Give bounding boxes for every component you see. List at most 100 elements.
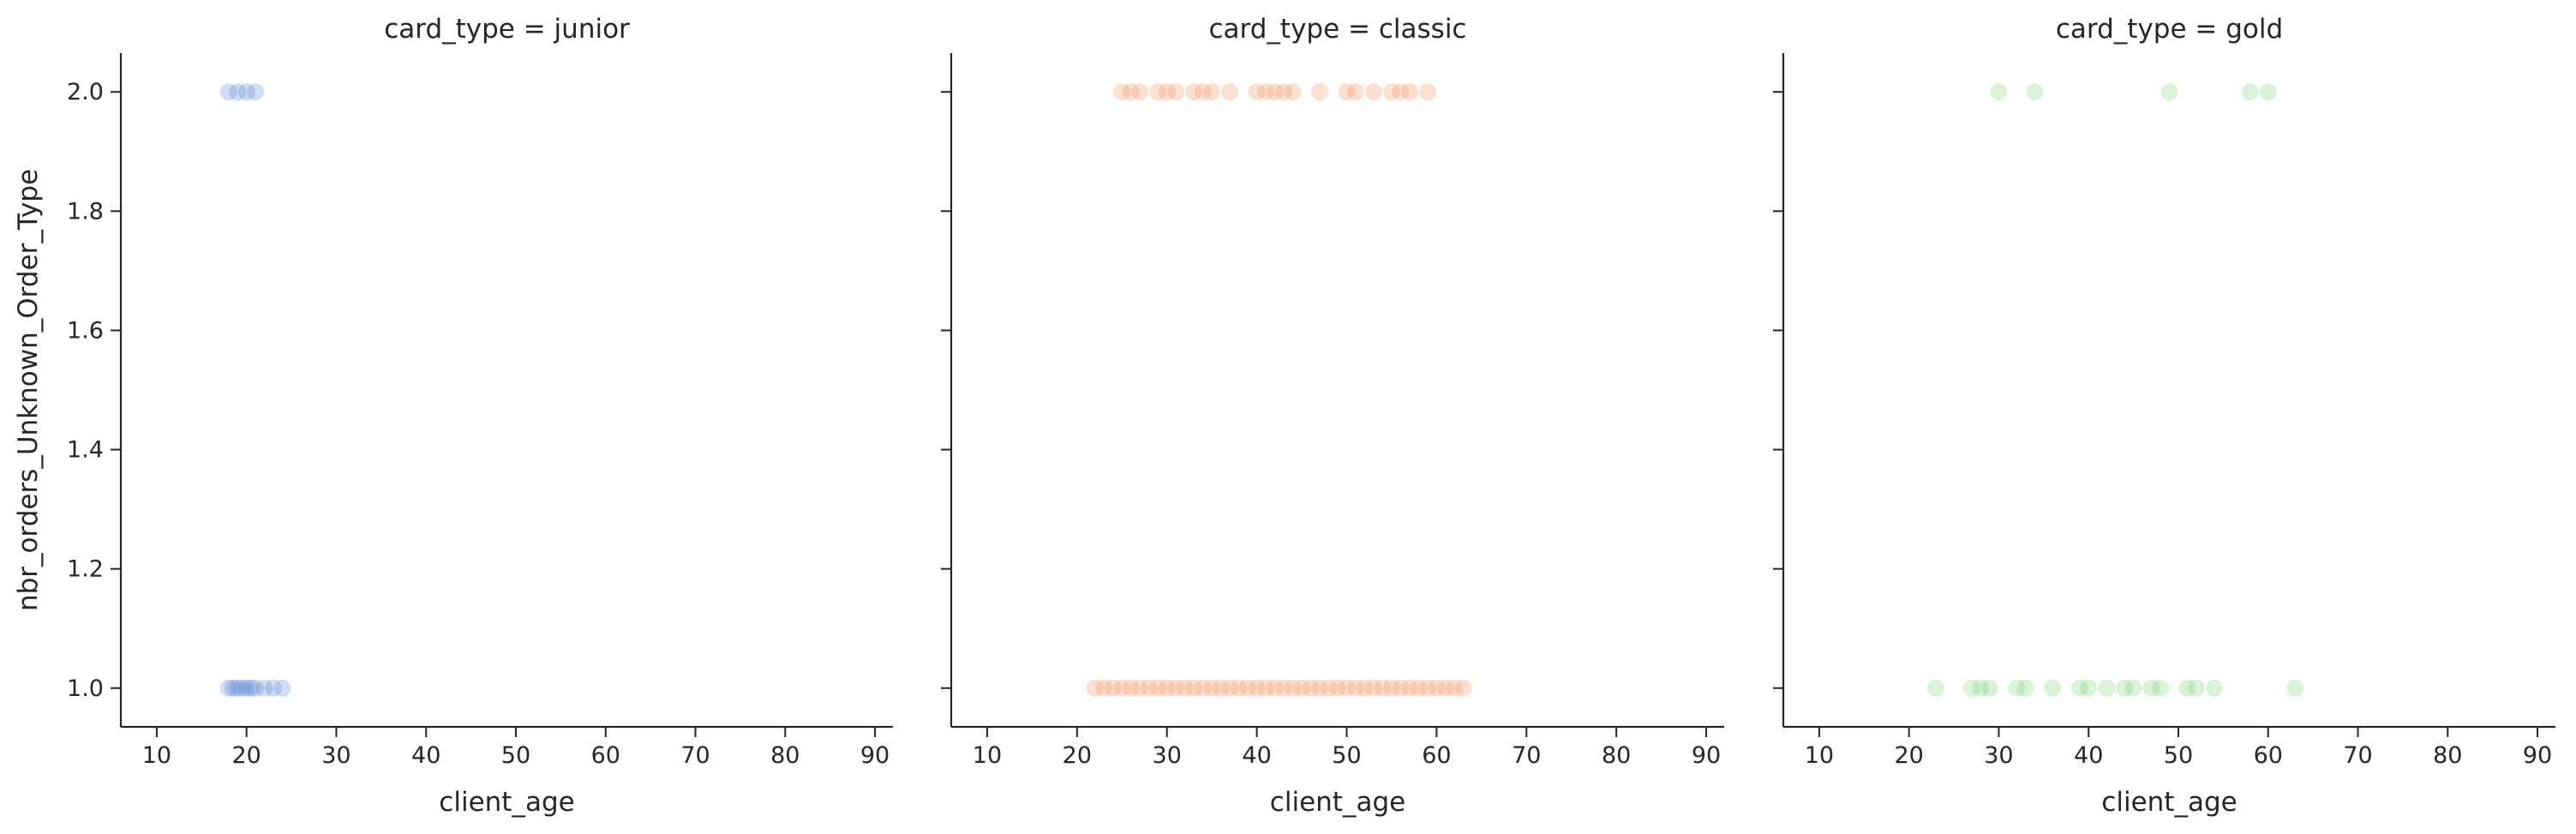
scatter-point [1176,679,1194,697]
x-tick-label: 30 [321,742,350,769]
y-tick-label: 1.8 [67,198,104,225]
scatter-point [1122,83,1140,101]
scatter-point [2187,679,2205,697]
x-tick-label: 10 [973,742,1002,769]
panel-title: card_type = junior [384,14,630,45]
scatter-point [2008,679,2026,697]
scatter-point [1185,679,1203,697]
scatter-point [229,83,247,101]
scatter-point [1382,83,1400,101]
y-tick-label: 1.4 [67,437,104,464]
scatter-point [1122,679,1140,697]
facet-panels: card_type = junior 10 20 30 40 50 60 70 80 90 1.0 1… [13,14,2555,818]
scatter-point [1400,679,1418,697]
x-tick-label: 20 [1063,742,1092,769]
x-axis-label: client_age [439,787,574,818]
facet-panel-1: card_type = classic 10 20 30 40 50 60 70 80 90 cli… [941,14,1724,818]
scatter-point [1140,679,1158,697]
scatter-point [1356,679,1374,697]
x-tick-label: 20 [1894,742,1923,769]
scatter-point [1257,679,1275,697]
x-tick-label: 90 [1692,742,1721,769]
scatter-point [1095,679,1113,697]
scatter-point [1104,679,1122,697]
scatter-point [1963,679,1981,697]
x-tick-label: 70 [1512,742,1541,769]
scatter-point [2080,679,2098,697]
scatter-point [1338,83,1356,101]
x-tick-label: 60 [591,742,620,769]
scatter-point [2205,679,2223,697]
scatter-point [1284,83,1302,101]
scatter-point [219,679,237,697]
scatter-point [1392,679,1410,697]
facet-panel-0: card_type = junior 10 20 30 40 50 60 70 80 90 1.0 1… [13,14,893,818]
scatter-point [1382,679,1400,697]
scatter-point [1158,83,1176,101]
y-tick-label: 1.0 [67,675,104,702]
scatter-point [1302,679,1320,697]
scatter-point [229,679,247,697]
y-tick-label: 1.2 [67,556,104,583]
x-tick-label: 50 [1332,742,1361,769]
scatter-point [1275,679,1293,697]
panel-title: card_type = classic [1209,14,1467,45]
x-tick-label: 70 [2343,742,2372,769]
scatter-point [1248,679,1266,697]
scatter-point [1454,679,1472,697]
scatter-point [1113,83,1131,101]
scatter-point [1221,679,1239,697]
scatter-point [1167,83,1185,101]
scatter-point [1203,83,1221,101]
scatter-point [255,679,273,697]
x-tick-label: 30 [1984,742,2013,769]
scatter-point [1364,679,1382,697]
scatter-point [1374,679,1392,697]
scatter-point [1275,83,1293,101]
scatter-point [2160,83,2178,101]
x-tick-label: 30 [1153,742,1182,769]
scatter-point [1311,83,1329,101]
scatter-point [1266,679,1284,697]
scatter-point [2016,679,2034,697]
x-tick-label: 20 [231,742,261,769]
y-tick-label: 1.6 [67,317,104,344]
scatter-point [1436,679,1454,697]
x-tick-label: 40 [411,742,440,769]
scatter-point [2259,83,2277,101]
scatter-point [1167,679,1185,697]
scatter-point [1392,83,1410,101]
scatter-point [2142,679,2160,697]
scatter-point [1311,679,1329,697]
scatter-point [1980,679,1998,697]
x-tick-label: 90 [2523,742,2552,769]
scatter-point [1239,679,1257,697]
scatter-point [1284,679,1302,697]
x-tick-label: 80 [1602,742,1631,769]
scatter-point [2124,679,2142,697]
scatter-point [219,83,237,101]
x-tick-label: 90 [860,742,890,769]
scatter-point [1972,679,1990,697]
scatter-point [273,679,291,697]
scatter-point [1428,679,1446,697]
x-tick-label: 60 [1422,742,1451,769]
x-axis-label: client_age [2101,787,2237,818]
x-tick-label: 60 [2254,742,2283,769]
scatter-point [1346,679,1364,697]
scatter-point [1329,679,1346,697]
scatter-point [1927,679,1945,697]
scatter-point [1248,83,1266,101]
scatter-point [247,83,265,101]
scatter-point [1364,83,1382,101]
scatter-point [2178,679,2196,697]
scatter-points [219,83,291,697]
scatter-point [237,83,255,101]
scatter-point [1338,679,1356,697]
facet-panel-2: card_type = gold 10 20 30 40 50 60 70 80 90 client… [1773,14,2555,818]
scatter-point [242,679,260,697]
scatter-point [1346,83,1364,101]
x-tick-label: 40 [1242,742,1271,769]
x-tick-label: 80 [2433,742,2462,769]
